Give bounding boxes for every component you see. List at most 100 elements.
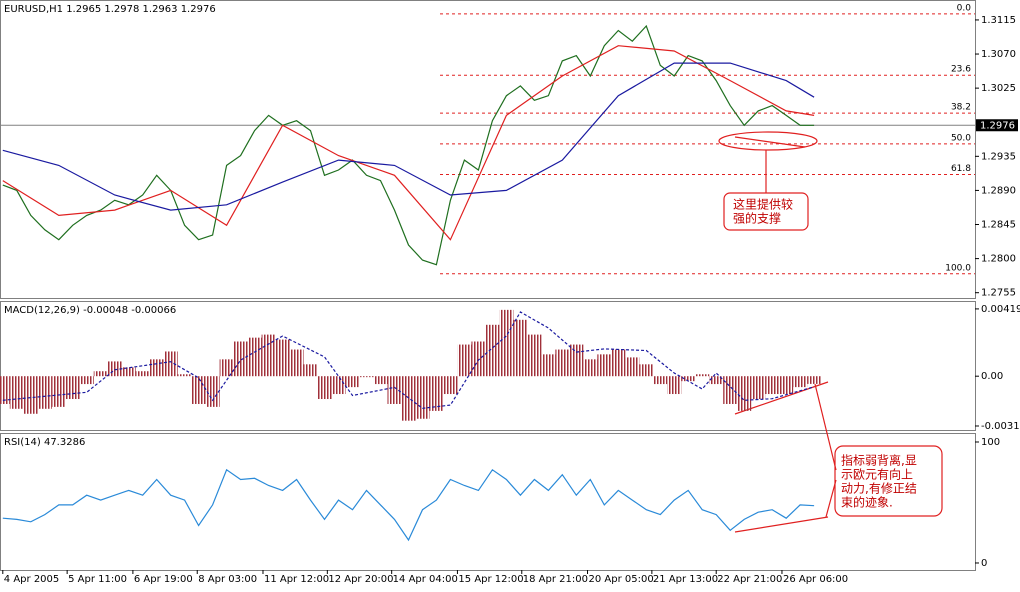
histogram-bar <box>387 376 402 404</box>
histogram-bar <box>695 374 710 377</box>
x-tick-label: 11 Apr 12:00 <box>264 574 329 585</box>
y-tick-label: 0.00 <box>981 371 1003 382</box>
fib-label: 100.0 <box>945 263 971 273</box>
histogram-bar <box>79 376 94 385</box>
fib-label: 61.8 <box>951 164 971 174</box>
annotation: 这里提供较 <box>733 197 793 212</box>
histogram-bar <box>527 334 542 377</box>
histogram-bar <box>275 339 290 377</box>
histogram-bar <box>247 337 262 377</box>
series-line <box>2 24 815 266</box>
histogram-bar <box>709 376 724 385</box>
last-price-box <box>976 119 1018 132</box>
series-line <box>2 62 815 211</box>
x-tick-label: 22 Apr 21:00 <box>717 574 782 585</box>
histogram-bar <box>177 374 192 377</box>
histogram-bar <box>737 376 752 411</box>
x-tick-label: 4 Apr 2005 <box>4 574 59 585</box>
y-tick-label: -0.0031 <box>981 421 1020 432</box>
x-tick-label: 15 Apr 12:00 <box>458 574 523 585</box>
histogram-bar <box>373 376 388 385</box>
annotation: 束的迹象. <box>841 495 893 510</box>
histogram-bar <box>471 341 486 377</box>
y-tick-label: 1.2845 <box>981 220 1016 231</box>
callout-box <box>834 445 943 517</box>
histogram-bar <box>9 376 24 409</box>
histogram-bar <box>681 376 696 382</box>
histogram-bar <box>23 376 38 414</box>
series-line <box>2 45 815 241</box>
y-tick-label: 1.2755 <box>981 288 1016 299</box>
callout-line <box>825 479 837 518</box>
histogram-bar <box>191 376 206 404</box>
panel-title: RSI(14) 47.3286 <box>4 437 85 448</box>
y-tick-label: 1.2935 <box>981 151 1016 162</box>
histogram-bar <box>667 376 682 395</box>
y-tick-label: 1.3070 <box>981 49 1016 60</box>
callout-line <box>814 383 837 471</box>
annotation: 示欧元有向上 <box>841 467 913 482</box>
histogram-bar <box>457 344 472 377</box>
annotation: 动力,有修正结 <box>841 481 917 496</box>
macd-frame <box>0 301 976 431</box>
histogram-bar <box>765 376 780 395</box>
fib-label: 38.2 <box>951 103 971 113</box>
panel-frames <box>0 0 976 571</box>
histogram-bar <box>485 324 500 377</box>
histogram-bar <box>625 357 640 377</box>
histogram-bar <box>205 376 220 407</box>
histogram-bar <box>51 376 66 407</box>
x-tick-label: 26 Apr 06:00 <box>783 574 848 585</box>
histogram-bar <box>541 354 556 377</box>
x-tick-label: 14 Apr 04:00 <box>393 574 458 585</box>
histogram-bar <box>499 309 514 377</box>
histogram-bar <box>331 376 346 395</box>
histogram-bar <box>723 376 738 404</box>
histogram-bar <box>149 359 164 377</box>
histogram-bar <box>555 349 570 377</box>
y-tick-label: 1.3025 <box>981 83 1016 94</box>
last-price-label: 1.2976 <box>980 120 1015 131</box>
histogram-bar <box>359 376 374 378</box>
histogram-bar <box>611 349 626 377</box>
fib-label: 50.0 <box>951 133 971 143</box>
y-tick-label: 1.2890 <box>981 185 1016 196</box>
x-tick-label: 20 Apr 05:00 <box>589 574 654 585</box>
drawings <box>718 131 943 533</box>
histogram-bar <box>569 344 584 377</box>
histogram-bar <box>219 359 234 377</box>
histogram-bar <box>415 376 430 419</box>
fib-label: 23.6 <box>951 65 971 75</box>
histogram-bar <box>303 364 318 377</box>
x-tick-label: 12 Apr 20:00 <box>328 574 393 585</box>
x-tick-label: 6 Apr 19:00 <box>134 574 193 585</box>
callout-box <box>723 192 809 231</box>
histogram-bar <box>65 376 80 400</box>
histogram-bar <box>121 367 136 377</box>
histogram-bar <box>443 376 458 395</box>
histogram-bar <box>793 376 808 388</box>
histogram-bar <box>639 364 654 377</box>
panel-title: EURUSD,H1 1.2965 1.2978 1.2963 1.2976 <box>4 4 216 15</box>
support-oval <box>718 131 818 151</box>
x-tick-label: 21 Apr 13:00 <box>653 574 718 585</box>
histogram-bar <box>289 349 304 377</box>
rsi-trendline <box>734 516 829 533</box>
y-tick-label: 0.00419 <box>981 304 1020 315</box>
histogram-bar <box>345 376 360 388</box>
y-tick-label: 100 <box>981 437 1000 448</box>
histogram-bar <box>807 376 822 384</box>
support-trendline <box>734 136 806 148</box>
y-tick-label: 1.3115 <box>981 15 1016 26</box>
histogram-bar <box>93 371 108 377</box>
series-line <box>2 311 815 409</box>
histogram-bar <box>583 359 598 377</box>
y-tick-label: 0 <box>981 558 987 569</box>
histogram-bar <box>0 376 10 404</box>
x-tick-label: 5 Apr 11:00 <box>68 574 127 585</box>
fib-label: 0.0 <box>957 3 972 13</box>
histogram-bar <box>513 319 528 377</box>
histogram-bar <box>653 376 668 385</box>
histogram-bar <box>163 351 178 377</box>
